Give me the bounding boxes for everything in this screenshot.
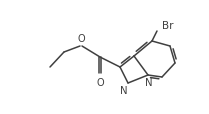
Text: O: O <box>77 34 85 44</box>
Text: Br: Br <box>162 21 173 31</box>
Text: O: O <box>96 77 104 87</box>
Text: N: N <box>120 85 128 95</box>
Text: N: N <box>145 77 153 87</box>
